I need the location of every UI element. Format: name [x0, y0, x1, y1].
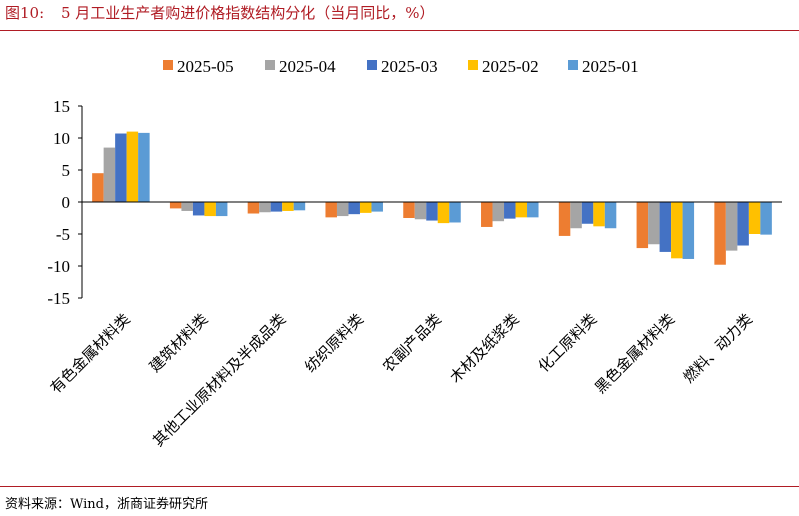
bar-2025-04 [492, 202, 505, 222]
bar-2025-03 [348, 202, 360, 215]
legend-swatch [568, 60, 578, 70]
category-label: 有色金属材料类 [47, 310, 134, 397]
bar-2025-01 [371, 202, 383, 212]
category-label: 黑色金属材料类 [591, 310, 678, 397]
bar-2025-02 [671, 202, 683, 259]
bar-2025-05 [558, 202, 571, 236]
bar-2025-03 [737, 202, 749, 246]
y-tick-label: 15 [53, 97, 70, 116]
bar-2025-01 [604, 202, 617, 229]
bar-2025-02 [748, 202, 761, 234]
figure-caption: 5 月工业生产者购进价格指数结构分化（当月同比，%） [60, 4, 435, 22]
y-tick-label: -5 [56, 225, 70, 244]
bar-2025-01 [527, 202, 539, 218]
legend-label: 2025-05 [177, 57, 234, 76]
bar-2025-05 [636, 202, 649, 249]
bar-2025-02 [204, 202, 216, 217]
bar-2025-01 [449, 202, 461, 223]
category-label: 燃料、动力类 [680, 310, 756, 386]
category-label: 化工原料类 [535, 310, 601, 376]
y-tick-label: -15 [47, 289, 70, 308]
bar-2025-01 [215, 202, 228, 217]
category-label: 建筑材料类 [146, 310, 212, 376]
y-tick-label: 5 [62, 161, 71, 180]
top-rule [0, 30, 799, 31]
bar-2025-05 [247, 202, 260, 214]
bar-2025-02 [359, 202, 372, 213]
figure-number: 图10: [5, 4, 45, 22]
bar-2025-03 [115, 133, 127, 202]
figure-title: 图10: 5 月工业生产者购进价格指数结构分化（当月同比，%） [5, 2, 435, 23]
category-label: 纺织原料类 [301, 310, 367, 376]
bar-2025-04 [725, 202, 738, 251]
bar-2025-02 [515, 202, 528, 218]
bar-2025-02 [593, 202, 605, 227]
bar-2025-05 [169, 202, 182, 209]
legend-swatch [468, 60, 478, 70]
bar-2025-04 [414, 202, 427, 220]
bar-2025-01 [682, 202, 695, 259]
legend-label: 2025-01 [582, 57, 639, 76]
legend-label: 2025-03 [381, 57, 438, 76]
bar-2025-05 [325, 202, 337, 218]
legend-swatch [265, 60, 275, 70]
bar-2025-02 [126, 131, 139, 202]
y-tick-label: -10 [47, 257, 70, 276]
legend-swatch [163, 60, 173, 70]
bar-2025-03 [581, 202, 594, 224]
bar-2025-04 [259, 202, 271, 213]
bar-2025-05 [403, 202, 415, 218]
bar-2025-04 [648, 202, 660, 245]
bar-2025-05 [714, 202, 726, 265]
bar-2025-03 [192, 202, 205, 216]
bar-2025-05 [92, 173, 104, 202]
bar-2025-03 [659, 202, 672, 252]
bar-2025-04 [336, 202, 349, 217]
bottom-rule [0, 486, 799, 487]
bar-2025-03 [270, 202, 283, 212]
bar-2025-03 [426, 202, 438, 221]
source-note: 资料来源：Wind，浙商证券研究所 [5, 497, 208, 512]
y-tick-label: 0 [62, 193, 71, 212]
bar-2025-05 [481, 202, 493, 227]
category-label: 农副产品类 [379, 310, 445, 376]
category-label: 其他工业原材料及半成品类 [149, 310, 289, 450]
bar-2025-02 [282, 202, 294, 211]
bar-2025-04 [103, 147, 116, 202]
bar-2025-03 [504, 202, 516, 219]
legend-swatch [367, 60, 377, 70]
bar-2025-01 [138, 132, 150, 202]
category-label: 木材及纸浆类 [446, 310, 522, 386]
legend-label: 2025-04 [279, 57, 336, 76]
y-tick-label: 10 [53, 129, 70, 148]
bar-2025-04 [181, 202, 193, 211]
bar-2025-01 [293, 202, 306, 211]
legend-label: 2025-02 [482, 57, 539, 76]
bar-2025-02 [437, 202, 450, 224]
bar-2025-01 [760, 202, 772, 235]
bar-2025-04 [570, 202, 582, 229]
